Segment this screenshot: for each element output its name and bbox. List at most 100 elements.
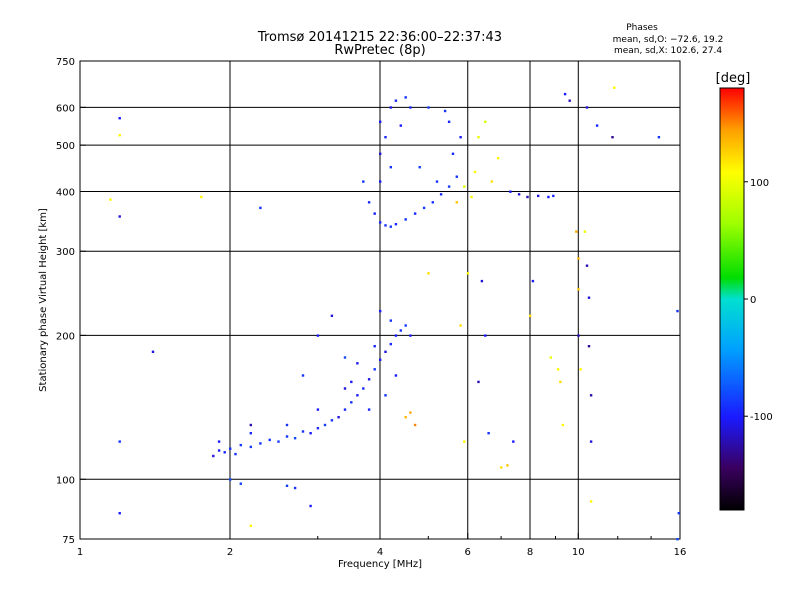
- data-point: [500, 466, 503, 469]
- data-point: [477, 136, 480, 139]
- data-point: [463, 185, 466, 188]
- data-point: [676, 538, 679, 541]
- data-point: [451, 152, 455, 155]
- data-point: [362, 180, 365, 183]
- data-point: [404, 96, 407, 99]
- data-point: [480, 279, 484, 283]
- data-point: [517, 193, 521, 196]
- data-point: [549, 356, 552, 359]
- data-point: [229, 478, 232, 481]
- phases-o-stats: mean, sd,O: −72.6, 19.2: [613, 35, 724, 45]
- data-point: [657, 136, 661, 139]
- data-point: [394, 374, 398, 377]
- data-point: [249, 524, 252, 527]
- chart-title: Tromsø 20141215 22:36:00–22:37:43: [257, 30, 502, 45]
- data-point: [379, 221, 382, 224]
- data-point: [473, 170, 477, 174]
- data-point: [343, 408, 347, 411]
- data-point: [309, 432, 312, 435]
- data-point: [356, 362, 359, 365]
- colorbar-ticks: 100 0 -100: [744, 178, 773, 423]
- y-tick-label: 600: [56, 103, 75, 114]
- data-point: [285, 435, 289, 438]
- data-point: [268, 438, 271, 442]
- data-point: [379, 358, 382, 361]
- colorbar-label: [deg]: [716, 71, 751, 86]
- data-point: [506, 464, 509, 467]
- data-point: [389, 106, 392, 109]
- data-point: [373, 368, 376, 371]
- data-point: [587, 345, 591, 348]
- data-point: [249, 432, 252, 435]
- data-point: [330, 419, 334, 422]
- data-point: [595, 124, 599, 127]
- data-point: [435, 180, 439, 183]
- data-point: [367, 408, 371, 411]
- y-tick-label: 100: [56, 475, 75, 486]
- data-point: [350, 380, 353, 384]
- data-point: [384, 394, 387, 397]
- data-point: [459, 324, 462, 327]
- data-point: [316, 427, 320, 430]
- data-point: [487, 432, 490, 435]
- y-tick-label: 300: [56, 247, 75, 258]
- data-point: [389, 319, 392, 322]
- data-point: [404, 218, 407, 221]
- phases-x-stats: mean, sd,X: 102.6, 27.4: [614, 46, 722, 56]
- data-point: [389, 166, 392, 169]
- plot-area: 1 2 4 6 8 10 16 75 100 200 300 400 500 600 750: [56, 57, 686, 558]
- data-point: [585, 264, 589, 267]
- data-point: [404, 416, 407, 419]
- data-point: [285, 484, 289, 487]
- x-axis-label: Frequency [MHz]: [338, 559, 422, 570]
- colorbar: [deg] 100 0 -100: [716, 71, 773, 511]
- data-point: [379, 180, 382, 183]
- data-point: [239, 482, 242, 485]
- data-point: [389, 342, 392, 346]
- data-point: [249, 423, 252, 427]
- data-point: [583, 230, 587, 233]
- data-point: [589, 440, 593, 443]
- data-point: [529, 314, 532, 317]
- data-point: [316, 334, 320, 337]
- data-point: [223, 451, 226, 454]
- data-point: [151, 350, 155, 353]
- data-point: [394, 334, 398, 337]
- data-point: [301, 374, 305, 377]
- data-point: [484, 334, 487, 337]
- data-point: [367, 378, 371, 381]
- data-point: [587, 296, 591, 299]
- x-tick-label: 2: [227, 547, 233, 558]
- x-axis-ticks: 1 2 4 6 8 10 16: [77, 533, 686, 558]
- data-point: [384, 224, 387, 227]
- y-tick-label: 75: [62, 535, 75, 546]
- data-point: [301, 430, 305, 433]
- data-point: [422, 206, 426, 210]
- data-point: [394, 223, 398, 226]
- data-point: [490, 180, 493, 183]
- data-point: [379, 309, 382, 313]
- x-tick-label: 4: [377, 547, 383, 558]
- data-point: [484, 120, 487, 123]
- data-point: [589, 500, 593, 503]
- data-point: [526, 195, 529, 199]
- data-point: [418, 166, 421, 169]
- data-point: [337, 416, 340, 419]
- data-point: [477, 380, 480, 384]
- y-tick-label: 500: [56, 141, 75, 152]
- data-point: [589, 394, 593, 397]
- data-point: [350, 401, 353, 404]
- data-point: [409, 411, 412, 414]
- data-point: [577, 334, 580, 337]
- x-tick-label: 10: [572, 547, 585, 558]
- y-axis-label: Stationary phase Virtual Height [km]: [38, 208, 49, 392]
- data-point: [537, 194, 540, 198]
- data-point: [118, 134, 121, 137]
- data-point: [330, 314, 334, 317]
- data-point: [118, 117, 121, 120]
- data-point: [389, 225, 392, 228]
- data-point: [577, 257, 580, 260]
- data-point: [384, 136, 387, 139]
- data-point: [118, 440, 121, 443]
- data-point: [563, 92, 567, 96]
